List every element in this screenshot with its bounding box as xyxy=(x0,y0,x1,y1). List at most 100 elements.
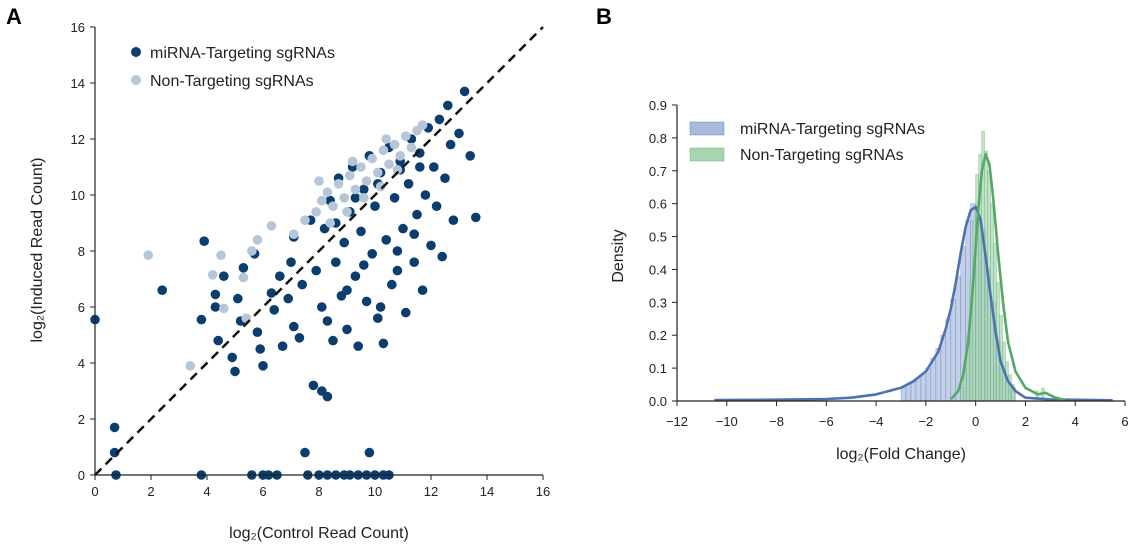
scatter-point-mirna xyxy=(210,302,221,312)
scatter-point-mirna xyxy=(258,361,268,371)
scatter-point-mirna xyxy=(412,209,422,220)
scatter-x-axis-label: log₂(Control Read Count) xyxy=(229,525,409,542)
scatter-point-mirna xyxy=(375,302,386,312)
histogram-bar-nontargeting xyxy=(1008,374,1012,402)
scatter-point-nontargeting xyxy=(345,170,355,181)
scatter-x-tick-label: 16 xyxy=(536,484,550,499)
density-x-tick-label: 0 xyxy=(972,414,979,429)
scatter-point-nontargeting xyxy=(361,176,372,186)
scatter-x-tick-label: 14 xyxy=(480,484,494,499)
scatter-point-mirna xyxy=(459,86,470,97)
scatter-point-mirna xyxy=(233,293,243,304)
scatter-point-mirna xyxy=(266,288,277,298)
panel-b-letter: B xyxy=(596,4,612,29)
scatter-y-tick-label: 2 xyxy=(78,412,85,427)
scatter-point-nontargeting xyxy=(252,235,263,245)
scatter-point-mirna xyxy=(300,447,310,458)
scatter-point-mirna xyxy=(286,257,296,268)
scatter-x-tick-label: 4 xyxy=(203,484,210,499)
scatter-point-mirna xyxy=(409,229,420,239)
scatter-point-nontargeting xyxy=(216,250,226,260)
scatter-point-nontargeting xyxy=(207,270,218,280)
scatter-point-mirna xyxy=(431,201,442,211)
density-y-tick-label: 0.0 xyxy=(649,394,667,409)
density-legend-swatch-nontargeting xyxy=(689,147,725,162)
scatter-legend-label-mirna: miRNA-Targeting sgRNAs xyxy=(150,45,335,62)
histogram-bar-mirna xyxy=(915,377,922,402)
density-y-tick-label: 0.1 xyxy=(649,361,667,376)
scatter-point-mirna xyxy=(389,193,400,203)
scatter-point-mirna xyxy=(238,263,249,273)
scatter-point-nontargeting xyxy=(375,181,386,192)
scatter-point-mirna xyxy=(426,240,436,251)
scatter-point-mirna xyxy=(454,128,464,139)
scatter-point-mirna xyxy=(317,302,327,312)
scatter-point-mirna xyxy=(294,333,305,343)
scatter-point-nontargeting xyxy=(401,131,411,141)
histogram-bar-mirna xyxy=(945,318,952,402)
scatter-point-nontargeting xyxy=(417,120,428,130)
density-x-tick-label: −8 xyxy=(769,414,784,429)
scatter-point-mirna xyxy=(275,271,285,282)
density-y-tick-label: 0.4 xyxy=(649,262,667,277)
density-x-tick-label: −6 xyxy=(819,414,834,429)
scatter-point-mirna xyxy=(443,100,453,111)
scatter-point-mirna xyxy=(440,173,450,183)
scatter-y-tick-label: 16 xyxy=(71,20,85,35)
scatter-point-mirna xyxy=(230,366,240,377)
scatter-x-tick-label: 12 xyxy=(424,484,438,499)
scatter-point-mirna xyxy=(415,148,425,158)
scatter-x-tick-label: 8 xyxy=(315,484,322,499)
scatter-point-mirna xyxy=(219,271,229,282)
density-legend-swatch-mirna xyxy=(689,121,725,136)
scatter-y-axis-label: log₂(Induced Read Count) xyxy=(29,158,46,343)
scatter-x-tick-label: 10 xyxy=(368,484,382,499)
density-y-tick-label: 0.2 xyxy=(649,328,667,343)
scatter-point-mirna xyxy=(361,296,372,307)
scatter-y-tick-label: 14 xyxy=(71,76,85,91)
scatter-point-nontargeting xyxy=(392,165,403,175)
scatter-point-nontargeting xyxy=(143,250,153,260)
density-y-tick-label: 0.8 xyxy=(649,131,667,146)
scatter-point-mirna xyxy=(322,316,333,326)
histogram-bar-mirna xyxy=(925,367,932,402)
scatter-point-mirna xyxy=(373,313,383,324)
panel-b: B −12 −10 −8 −6 −4 −2 0 2 4 6 0.0 0.1 0.2 0.3 0.4 0.5 0.… xyxy=(596,4,1129,463)
density-legend: miRNA-Targeting sgRNAs Non-Targeting sgR… xyxy=(689,121,925,164)
scatter-point-nontargeting xyxy=(395,151,406,161)
scatter-y-tick-label: 12 xyxy=(71,132,85,147)
scatter-point-mirna xyxy=(350,271,361,282)
scatter-point-mirna xyxy=(255,344,265,354)
scatter-point-nontargeting xyxy=(384,159,394,169)
scatter-point-nontargeting xyxy=(311,207,322,217)
scatter-point-mirna xyxy=(401,307,411,318)
scatter-point-mirna xyxy=(415,162,425,172)
scatter-point-nontargeting xyxy=(350,184,361,195)
scatter-y-tick-label: 0 xyxy=(78,468,85,483)
scatter-point-mirna xyxy=(392,246,403,256)
scatter-point-nontargeting xyxy=(359,193,369,203)
scatter-plot-area: 0 2 4 6 8 10 12 14 16 0 2 4 6 8 10 12 14 16 xyxy=(71,20,551,499)
scatter-point-mirna xyxy=(297,279,308,290)
density-y-tick-label: 0.5 xyxy=(649,230,667,245)
scatter-point-mirna xyxy=(465,151,476,161)
scatter-point-mirna xyxy=(339,237,350,248)
scatter-y-tick-label: 10 xyxy=(71,188,85,203)
scatter-point-mirna xyxy=(353,341,364,352)
scatter-point-nontargeting xyxy=(300,215,310,225)
histogram-bar-mirna xyxy=(950,298,957,402)
density-legend-label-mirna: miRNA-Targeting sgRNAs xyxy=(740,121,925,138)
scatter-point-mirna xyxy=(356,226,366,237)
scatter-point-mirna xyxy=(157,285,167,296)
scatter-point-mirna xyxy=(342,324,352,335)
scatter-point-mirna xyxy=(429,162,439,172)
scatter-x-tick-label: 6 xyxy=(259,484,266,499)
histogram-bar-mirna xyxy=(900,387,907,402)
scatter-point-mirna xyxy=(322,391,333,402)
scatter-legend-marker-mirna xyxy=(131,47,141,57)
scatter-point-nontargeting xyxy=(238,272,249,283)
scatter-point-mirna xyxy=(370,201,380,211)
scatter-point-mirna xyxy=(331,257,341,268)
